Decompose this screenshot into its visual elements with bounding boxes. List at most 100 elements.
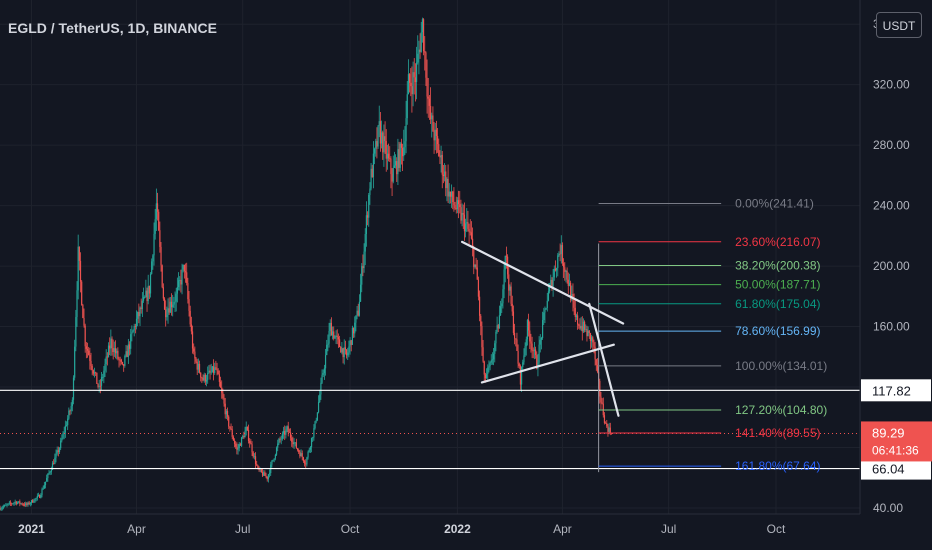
- candle: [8, 500, 10, 506]
- candle: [109, 337, 111, 356]
- candle: [263, 470, 265, 477]
- candle-body: [44, 481, 47, 486]
- candle: [289, 428, 292, 441]
- candle: [284, 425, 286, 441]
- candle: [237, 443, 239, 455]
- time-tick-label: Jul: [661, 522, 676, 536]
- candle: [337, 333, 339, 348]
- candle-body: [291, 437, 293, 442]
- candle-body: [456, 200, 459, 210]
- candle: [496, 316, 498, 334]
- candle-body: [285, 429, 287, 435]
- candle-body: [216, 368, 218, 371]
- candle-body: [261, 472, 264, 476]
- candle: [467, 210, 469, 232]
- candle-body: [446, 178, 448, 189]
- price-tick-label: 160.00: [873, 320, 910, 334]
- candle: [485, 368, 488, 379]
- candle-body: [128, 344, 131, 349]
- candle-body: [222, 392, 224, 399]
- candle-body: [54, 457, 56, 465]
- candle-body: [364, 234, 366, 252]
- candle-body: [20, 503, 22, 505]
- candle-body: [563, 263, 565, 268]
- candle: [291, 434, 293, 447]
- candle: [144, 295, 146, 299]
- candle-body: [82, 304, 84, 319]
- candle: [156, 192, 159, 221]
- candle-body: [302, 457, 304, 462]
- candle-body: [408, 74, 411, 83]
- candle: [464, 218, 467, 238]
- candle-body: [51, 463, 54, 470]
- time-axis-background: [0, 514, 932, 550]
- candle-body: [40, 495, 42, 498]
- candle: [502, 284, 504, 309]
- candle: [76, 281, 78, 327]
- candle-body: [247, 429, 250, 441]
- candle: [463, 202, 466, 241]
- price-tick-label: 240.00: [873, 199, 910, 213]
- candle-body: [50, 469, 52, 472]
- trend-line: [588, 302, 620, 417]
- candle-body: [601, 402, 603, 404]
- candle: [338, 335, 341, 348]
- candle-body: [476, 267, 478, 280]
- candle: [46, 474, 48, 482]
- candle-body: [396, 161, 398, 175]
- candle-body: [308, 449, 310, 452]
- candle-body: [556, 268, 558, 271]
- candle: [585, 324, 587, 332]
- candle: [209, 364, 211, 380]
- candle: [218, 370, 220, 387]
- candle: [321, 369, 323, 384]
- candle-body: [429, 105, 432, 120]
- candle-body: [39, 495, 41, 498]
- candle-body: [421, 19, 424, 33]
- candle-body: [531, 343, 533, 351]
- candle: [196, 358, 198, 376]
- candle-body: [81, 281, 83, 305]
- candle: [460, 199, 462, 224]
- candle-body: [292, 441, 294, 445]
- candle: [6, 503, 8, 508]
- candle-body: [288, 432, 290, 433]
- candle: [368, 192, 370, 227]
- currency-unit-button[interactable]: USDT: [876, 12, 922, 38]
- candle-body: [575, 315, 578, 318]
- candle-body: [412, 72, 414, 95]
- candle: [243, 431, 245, 440]
- candle: [320, 377, 322, 400]
- candle: [5, 503, 7, 506]
- candle: [1, 505, 3, 511]
- candle: [140, 298, 142, 314]
- level-price-label: 117.82: [872, 383, 911, 398]
- candle-body: [582, 321, 585, 332]
- candle-body: [369, 188, 371, 195]
- candle-body: [342, 348, 344, 358]
- candle-body: [317, 402, 320, 413]
- candle-body: [362, 266, 364, 269]
- candle-body: [240, 437, 243, 446]
- price-tick-label: 200.00: [873, 259, 910, 273]
- candle-body: [441, 154, 443, 175]
- candle-body: [447, 178, 449, 197]
- candle-body: [517, 350, 519, 364]
- candle: [256, 460, 258, 467]
- candle-body: [477, 279, 480, 297]
- candle-body: [243, 436, 245, 438]
- candle-body: [264, 472, 266, 476]
- candle: [487, 364, 489, 381]
- candle: [355, 315, 357, 332]
- candle: [347, 347, 349, 361]
- candle: [127, 338, 129, 364]
- candle: [494, 340, 496, 363]
- candle-body: [196, 361, 198, 370]
- candle: [435, 120, 438, 154]
- candle-body: [127, 344, 129, 358]
- candle-body: [159, 230, 161, 247]
- candle-body: [442, 174, 445, 177]
- candle-body: [8, 502, 10, 504]
- level-price-box: [861, 379, 931, 402]
